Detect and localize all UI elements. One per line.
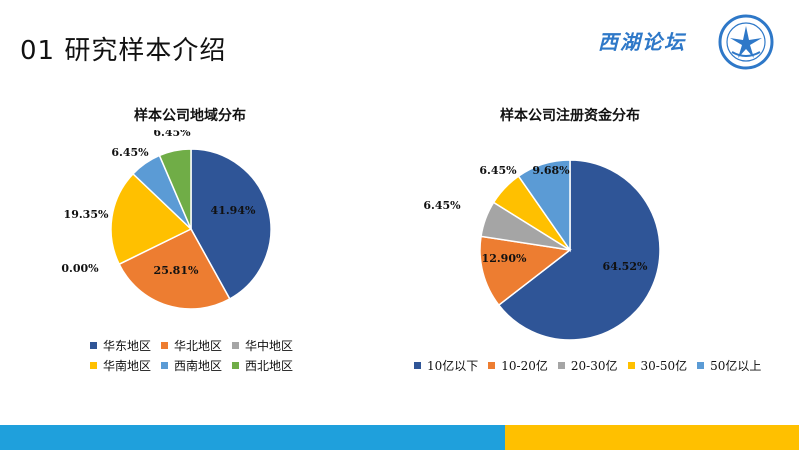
legend-item: 华南地区 xyxy=(90,355,151,375)
legend-label: 10-20亿 xyxy=(501,358,548,373)
data-label: 6.45% xyxy=(111,146,149,159)
data-label: 6.45% xyxy=(479,164,517,177)
legend-swatch xyxy=(488,361,496,369)
logo-emblem-icon xyxy=(718,14,774,70)
data-label: 19.35% xyxy=(64,208,109,221)
region-legend: 华东地区 华北地区 华中地区华南地区 西南地区 西北地区 xyxy=(90,335,340,375)
pie-slice xyxy=(158,148,192,230)
pie-slice xyxy=(517,159,571,253)
legend-swatch xyxy=(161,341,169,349)
legend-label: 30-50亿 xyxy=(640,358,688,373)
chart-title: 样本公司地域分布 xyxy=(134,108,246,124)
legend-item: 10-20亿 xyxy=(488,355,548,375)
legend-swatch xyxy=(557,361,565,369)
data-label: 9.68% xyxy=(532,164,570,177)
capital-legend: 10亿以下 10-20亿 20-30亿 30-50亿 50亿以上 xyxy=(414,355,784,375)
legend-label: 华北地区 xyxy=(174,338,223,353)
pie-slice xyxy=(479,235,572,307)
legend-label: 20-30亿 xyxy=(570,358,618,373)
legend-label: 50亿以上 xyxy=(710,358,762,373)
legend-swatch xyxy=(697,361,705,369)
brand-text: 西湖论坛 xyxy=(598,30,686,54)
pie-slice xyxy=(110,172,193,266)
chart-title: 样本公司注册资金分布 xyxy=(500,108,640,124)
footer-bar-yellow xyxy=(505,425,799,450)
legend-item: 华北地区 xyxy=(161,335,222,355)
legend-item: 华东地区 xyxy=(90,335,151,355)
data-label: 0.00% xyxy=(61,262,99,275)
pie-slice xyxy=(190,148,272,300)
slide-title: 01 研究样本介绍 xyxy=(20,36,227,66)
legend-swatch xyxy=(232,361,240,369)
legend-label: 西南地区 xyxy=(174,358,223,373)
legend-item: 西北地区 xyxy=(232,355,293,375)
legend-item: 50亿以上 xyxy=(697,355,761,375)
legend-swatch xyxy=(90,341,97,349)
footer-bar-blue xyxy=(0,425,505,450)
legend-item: 西南地区 xyxy=(161,355,222,375)
pie-slice xyxy=(497,159,661,340)
data-label: 25.81% xyxy=(154,264,199,277)
data-label: 64.52% xyxy=(603,260,648,273)
legend-item: 20-30亿 xyxy=(557,355,618,375)
legend-item: 华中地区 xyxy=(232,335,293,355)
legend-item: 10亿以下 xyxy=(414,355,478,375)
data-label: 12.90% xyxy=(482,252,527,265)
legend-label: 华中地区 xyxy=(245,338,294,353)
legend-label: 华东地区 xyxy=(103,338,152,353)
legend-swatch xyxy=(161,361,169,369)
data-label: 41.94% xyxy=(211,204,256,217)
pie-slice xyxy=(118,228,231,310)
capital-pie-chart: 64.52% 12.90% 6.45% 6.45% 9.68% xyxy=(423,159,661,340)
data-label: 6.45% xyxy=(423,199,461,212)
legend-label: 华南地区 xyxy=(103,358,152,373)
legend-swatch xyxy=(90,361,97,369)
legend-label: 西北地区 xyxy=(245,358,294,373)
legend-label: 10亿以下 xyxy=(427,358,479,373)
legend-swatch xyxy=(232,341,240,349)
legend-item: 30-50亿 xyxy=(627,355,688,375)
legend-swatch xyxy=(414,361,421,369)
region-pie-chart: 41.94% 25.81% 0.00% 19.35% 6.45% 6.45% xyxy=(61,130,272,310)
data-label: 6.45% xyxy=(153,130,191,139)
legend-swatch xyxy=(627,361,635,369)
